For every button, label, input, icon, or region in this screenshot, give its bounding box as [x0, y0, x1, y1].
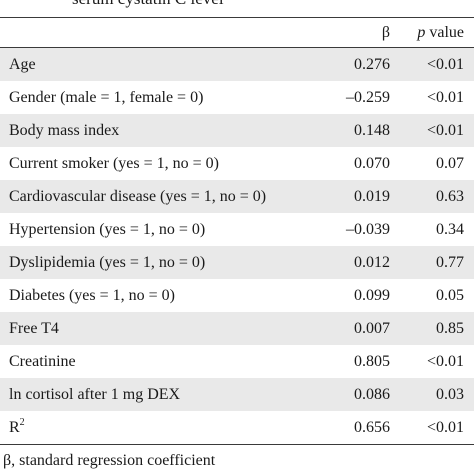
- cell-variable: Cardiovascular disease (yes = 1, no = 0): [9, 187, 267, 205]
- table-row: Current smoker (yes = 1, no = 0) 0.070 0.0…: [0, 147, 474, 180]
- footnote: β, standard regression coefficient: [3, 452, 216, 469]
- cell-beta: 0.070: [354, 154, 390, 172]
- cell-beta: 0.019: [354, 187, 390, 205]
- cell-p-value: 0.05: [436, 286, 464, 304]
- cell-beta: 0.276: [354, 55, 390, 73]
- cell-p-value: <0.01: [426, 418, 464, 436]
- cell-beta: 0.012: [354, 253, 390, 271]
- cell-variable: Age: [9, 55, 36, 73]
- cell-p-value: 0.63: [436, 187, 464, 205]
- cell-beta: –0.259: [346, 88, 390, 106]
- header-variable: [0, 18, 318, 48]
- table-row: Diabetes (yes = 1, no = 0) 0.099 0.05: [0, 279, 474, 312]
- cell-p-value: 0.34: [436, 220, 464, 238]
- table-row: Body mass index 0.148 <0.01: [0, 114, 474, 147]
- table-header-row: β p value: [0, 17, 474, 48]
- cell-beta: 0.656: [354, 418, 390, 436]
- table-row: ln cortisol after 1 mg DEX 0.086 0.03: [0, 378, 474, 411]
- header-p-value: p value: [394, 18, 474, 48]
- cell-p-value: <0.01: [426, 121, 464, 139]
- cell-variable: Body mass index: [9, 121, 120, 139]
- table-row: Free T4 0.007 0.85: [0, 312, 474, 345]
- cell-variable: Gender (male = 1, female = 0): [9, 88, 204, 106]
- cell-variable: Current smoker (yes = 1, no = 0): [9, 154, 220, 172]
- cell-p-value: 0.03: [436, 385, 464, 403]
- header-p-rest: value: [425, 23, 464, 41]
- cell-variable: Hypertension (yes = 1, no = 0): [9, 220, 206, 238]
- cell-beta: 0.007: [354, 319, 390, 337]
- table-caption-fragment: serum cystatin C level: [72, 0, 224, 9]
- cell-beta: 0.805: [354, 352, 390, 370]
- cell-p-value: <0.01: [426, 352, 464, 370]
- regression-table: β p value Age 0.276 <0.01 Gender (male = 1,…: [0, 17, 474, 445]
- table-row: Hypertension (yes = 1, no = 0) –0.039 0.34: [0, 213, 474, 246]
- cell-variable: Diabetes (yes = 1, no = 0): [9, 286, 176, 304]
- table-row: Gender (male = 1, female = 0) –0.259 <0.01: [0, 81, 474, 114]
- cell-variable: R2: [0, 411, 318, 445]
- table-row: Cardiovascular disease (yes = 1, no = 0)…: [0, 180, 474, 213]
- cell-variable: Creatinine: [9, 352, 76, 370]
- table-row-r-squared: R2 0.656 <0.01: [0, 411, 474, 445]
- cell-variable: Dyslipidemia (yes = 1, no = 0): [9, 253, 206, 271]
- header-p-italic: p: [417, 23, 426, 41]
- r-squared-label: R: [9, 418, 20, 436]
- table-row: Age 0.276 <0.01: [0, 47, 474, 81]
- cell-p-value: <0.01: [426, 55, 464, 73]
- table-body: Age 0.276 <0.01 Gender (male = 1, female = …: [0, 47, 474, 445]
- cell-p-value: 0.85: [436, 319, 464, 337]
- cell-p-value: 0.07: [436, 154, 464, 172]
- r-squared-superscript: 2: [19, 416, 25, 428]
- header-beta: β: [381, 23, 390, 41]
- table-row: Creatinine 0.805 <0.01: [0, 345, 474, 378]
- cell-beta: 0.086: [354, 385, 390, 403]
- cell-beta: –0.039: [346, 220, 390, 238]
- cell-p-value: <0.01: [426, 88, 464, 106]
- table-row: Dyslipidemia (yes = 1, no = 0) 0.012 0.77: [0, 246, 474, 279]
- cell-variable: ln cortisol after 1 mg DEX: [9, 385, 181, 403]
- cell-beta: 0.099: [354, 286, 390, 304]
- cell-beta: 0.148: [354, 121, 390, 139]
- cell-variable: Free T4: [9, 319, 59, 337]
- cell-p-value: 0.77: [436, 253, 464, 271]
